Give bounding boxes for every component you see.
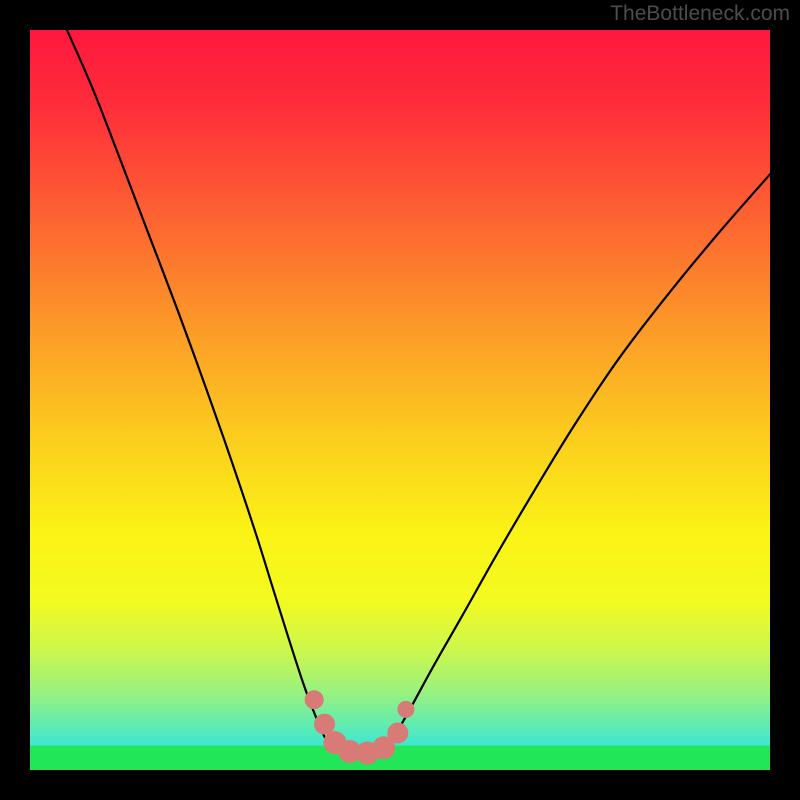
bottleneck-chart [0,0,800,800]
highlight-marker [305,691,323,709]
watermark-text: TheBottleneck.com [610,2,790,26]
gradient-fill [30,30,770,770]
highlight-marker [388,723,408,743]
highlight-marker [315,714,335,734]
green-floor-band [30,746,770,770]
highlight-marker [398,701,414,717]
